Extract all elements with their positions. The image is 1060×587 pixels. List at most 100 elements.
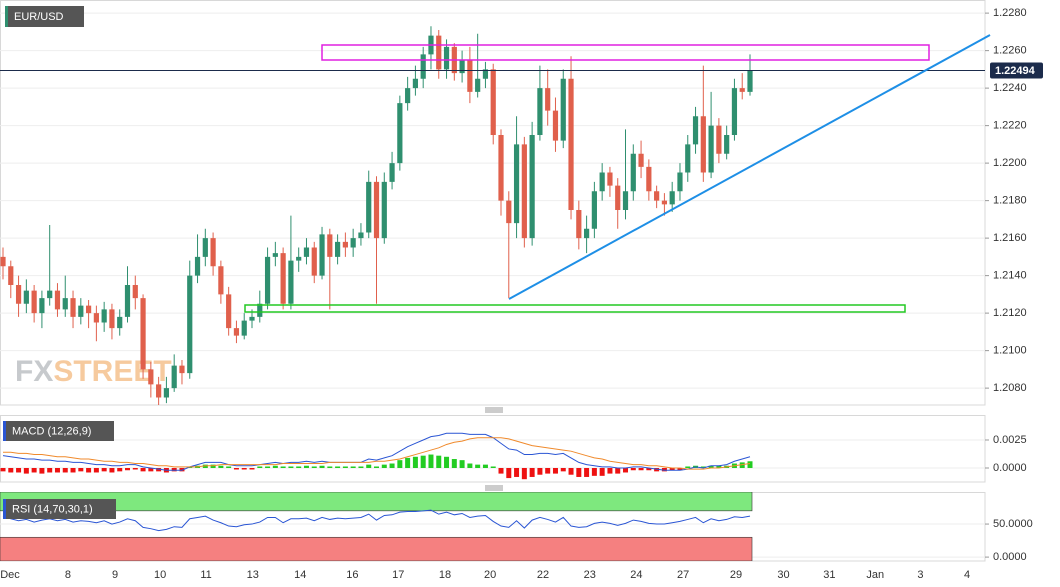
macd-histogram-bar [615, 467, 621, 474]
macd-histogram-bar [747, 461, 753, 468]
macd-histogram-bar [342, 466, 348, 468]
macd-histogram-bar [93, 467, 99, 473]
candle-body [436, 35, 442, 70]
y-tick-label: 0.0000 [993, 551, 1027, 563]
x-tick-label: Jan [866, 569, 884, 581]
support-zone [244, 304, 906, 313]
macd-histogram-bar [265, 466, 271, 468]
macd-title-box: MACD (12,26,9) [3, 421, 114, 441]
macd-histogram-bar [54, 467, 60, 473]
candle-body [731, 88, 738, 135]
candle-body [420, 54, 426, 79]
macd-histogram-bar [109, 467, 115, 473]
y-tick-label: 1.2140 [993, 270, 1027, 282]
macd-histogram-bar [202, 464, 208, 468]
y-tick-label: 1.2120 [993, 307, 1027, 319]
candle-body [443, 46, 450, 70]
candle-body [210, 238, 216, 267]
macd-histogram-bar [288, 466, 294, 468]
candle-body [739, 88, 745, 92]
macd-histogram-bar [210, 464, 216, 468]
candle-body [692, 116, 699, 145]
candle-body [405, 88, 411, 104]
macd-histogram-bar [389, 463, 395, 468]
candle-body [677, 172, 683, 192]
macd-title-stripe [3, 421, 6, 441]
macd-histogram-bar [70, 467, 76, 473]
macd-histogram-bar [482, 464, 488, 468]
macd-histogram-bar [436, 455, 442, 468]
x-tick-label: 17 [392, 569, 404, 581]
candle-body [31, 290, 37, 314]
candle-body [156, 384, 162, 398]
candle-body [280, 253, 286, 304]
macd-histogram-bar [716, 465, 722, 468]
macd-histogram-bar [459, 460, 465, 468]
candle-body [568, 78, 574, 210]
title-box: EUR/USD [5, 6, 84, 27]
candle-body [47, 290, 53, 299]
candle-body [615, 185, 621, 210]
macd-histogram-bar [366, 464, 372, 468]
x-tick-label: 22 [537, 569, 549, 581]
candle-body [646, 166, 652, 192]
x-tick-label: 9 [112, 569, 118, 581]
candle-body [218, 266, 224, 295]
candle-body [39, 298, 45, 314]
y-tick-label: 1.2180 [993, 195, 1027, 207]
candle-body [467, 60, 473, 92]
macd-histogram-bar [358, 466, 364, 468]
macd-histogram-bar [280, 466, 286, 468]
macd-histogram-bar [31, 467, 37, 473]
candle-body [233, 328, 240, 336]
candle-body [685, 144, 691, 173]
candle-body [560, 78, 566, 141]
candle-body [117, 316, 123, 329]
macd-histogram-bar [599, 467, 605, 476]
macd-histogram-bar [428, 454, 434, 468]
macd-histogram-bar [101, 467, 107, 472]
candle-body [85, 305, 92, 314]
title-box-stripe [5, 6, 8, 27]
candle-body [630, 153, 636, 192]
candle-body [366, 181, 372, 233]
candle-body [296, 256, 302, 261]
macd-histogram-bar [0, 467, 6, 472]
macd-histogram-bar [451, 459, 457, 468]
macd-histogram-bar [584, 467, 590, 477]
x-tick-label: 20 [484, 569, 496, 581]
macd-histogram-bar [490, 466, 496, 468]
candle-body [661, 200, 668, 205]
macd-histogram-bar [226, 466, 232, 468]
candle-body [109, 309, 115, 329]
macd-panel-border [0, 415, 986, 483]
macd-histogram-bar [685, 466, 691, 468]
macd-histogram-bar [148, 467, 154, 472]
candle-body [475, 78, 481, 92]
candle-body [513, 144, 520, 224]
macd-histogram-bar [303, 465, 309, 468]
macd-histogram-bar [677, 467, 683, 471]
macd-histogram-bar [545, 467, 551, 474]
y-tick-label: 1.2080 [993, 382, 1027, 394]
macd-histogram-bar [521, 467, 527, 480]
macd-histogram-bar [405, 457, 411, 468]
candle-body [148, 369, 154, 385]
macd-histogram-bar [537, 467, 543, 475]
y-tick-label: 1.2280 [993, 7, 1027, 19]
candle-body [15, 285, 22, 304]
macd-histogram-bar [467, 463, 473, 468]
macd-histogram-bar [78, 467, 84, 472]
candle-body [78, 305, 84, 317]
candle-body [179, 365, 185, 374]
macd-histogram-bar [506, 467, 512, 479]
title-box-bg [5, 6, 84, 27]
rsi-bands [0, 492, 753, 561]
x-tick-label: 27 [677, 569, 689, 581]
indicator-bands [0, 492, 753, 561]
macd-histogram-bar [233, 467, 239, 470]
candle-body [226, 294, 232, 329]
y-tick-label: 50.0000 [993, 518, 1033, 530]
macd-histogram-bar [319, 465, 325, 468]
